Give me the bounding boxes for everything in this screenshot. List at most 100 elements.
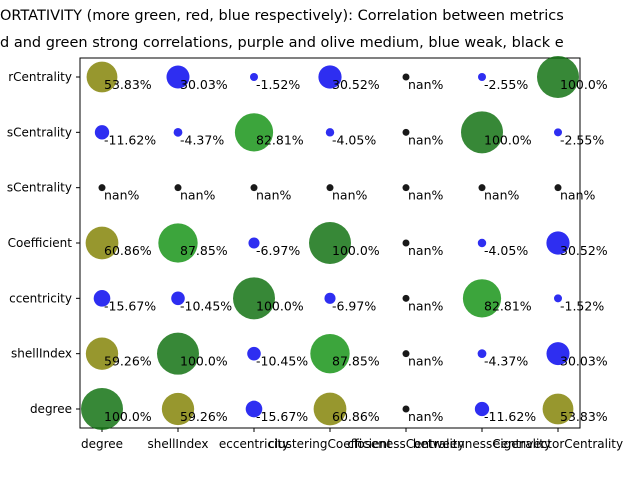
y-tick-label: ccentricity [9,291,72,305]
data-point [325,128,335,137]
data-point [554,128,562,137]
x-axis: degree shellIndex eccentricityclusteringCo… [81,428,623,451]
data-label: -2.55% [560,132,604,147]
data-point [546,342,570,366]
y-tick-label: degree [30,402,72,416]
data-point [250,184,258,192]
data-label: -2.55% [484,77,528,92]
chart-title-line-1: ORTATIVITY (more green, red, blue respec… [0,8,564,24]
data-label: nan% [560,188,596,203]
data-label: 30.03% [560,354,608,369]
data-point [85,337,119,370]
data-point [462,279,502,318]
data-label: nan% [408,409,444,424]
data-point [309,222,351,264]
x-tick-label: shellIndex [148,437,209,451]
data-label: -10.45% [180,298,232,313]
y-tick-label: Coefficient [8,236,73,250]
data-label: -11.62% [104,132,156,147]
data-point [171,291,185,306]
data-point [318,65,342,89]
data-point [157,332,199,375]
data-label: nan% [484,188,520,203]
data-label: nan% [408,188,444,203]
data-point [402,294,410,302]
x-tick-label: degree [81,437,123,451]
data-point [546,231,570,255]
data-point [474,401,490,417]
data-point [98,184,106,192]
data-label: -4.05% [332,132,376,147]
data-point [461,111,503,154]
data-label: 100.0% [256,298,304,313]
data-point [402,184,410,192]
data-label: -6.97% [332,298,376,313]
data-point [478,184,486,192]
data-point [402,405,410,413]
data-label: nan% [408,354,444,369]
data-label: -4.37% [484,354,528,369]
data-label: -1.52% [256,77,300,92]
data-point [477,349,487,359]
data-label: nan% [408,132,444,147]
data-point [166,65,190,89]
data-label: -15.67% [104,298,156,313]
data-label: 100.0% [484,132,532,147]
data-label: nan% [256,188,292,203]
data-label: -10.45% [256,354,308,369]
x-tick-label: clusteringCoefficient [268,437,392,451]
data-point [158,223,198,263]
data-point [478,73,486,81]
data-point [542,393,574,425]
data-label: -4.37% [180,132,224,147]
data-point [234,113,274,152]
data-point [250,73,258,81]
y-axis: degree shellIndex ccentricity Coefficient sC… [7,70,80,416]
data-label: 87.85% [332,354,380,369]
data-point [554,294,562,303]
data-label: 60.86% [332,409,380,424]
data-point [94,125,110,140]
data-point [173,127,183,137]
data-point [310,333,350,374]
data-point [402,128,410,136]
data-point [86,61,118,93]
data-point [402,239,410,247]
data-label: -15.67% [256,409,308,424]
data-label: 59.26% [104,354,152,369]
x-tick-label: closenessCentrality [347,437,464,451]
x-tick-label: eigenvectorCentrality [493,437,623,451]
data-label: nan% [180,188,216,203]
data-label: 30.03% [180,77,228,92]
data-label: 100.0% [560,77,608,92]
data-label: 100.0% [332,243,380,258]
data-labels: 100.0% 59.26% -15.67% 60.86% nan% -11.62% 53.8… [104,77,608,424]
data-point [554,184,562,192]
data-label: 100.0% [180,354,228,369]
data-label: 60.86% [104,243,152,258]
data-point [402,73,410,81]
data-label: 82.81% [484,298,532,313]
data-point [174,184,182,192]
y-tick-label: sCentrality [7,181,72,195]
data-label: 53.83% [104,77,152,92]
data-label: 59.26% [180,409,228,424]
plot-points [81,56,579,430]
data-label: 82.81% [256,132,304,147]
data-label: -4.05% [484,243,528,258]
data-label: nan% [408,77,444,92]
data-label: 30.52% [560,243,608,258]
data-label: 100.0% [104,409,152,424]
data-point [248,237,260,249]
data-label: -1.52% [560,298,604,313]
data-point [324,292,336,304]
data-label: nan% [332,188,368,203]
data-point [537,56,579,98]
data-label: -6.97% [256,243,300,258]
data-point [247,346,261,361]
data-label: 53.83% [560,409,608,424]
y-tick-label: rCentrality [8,70,72,84]
data-label: nan% [408,243,444,258]
data-label: -11.62% [484,409,536,424]
